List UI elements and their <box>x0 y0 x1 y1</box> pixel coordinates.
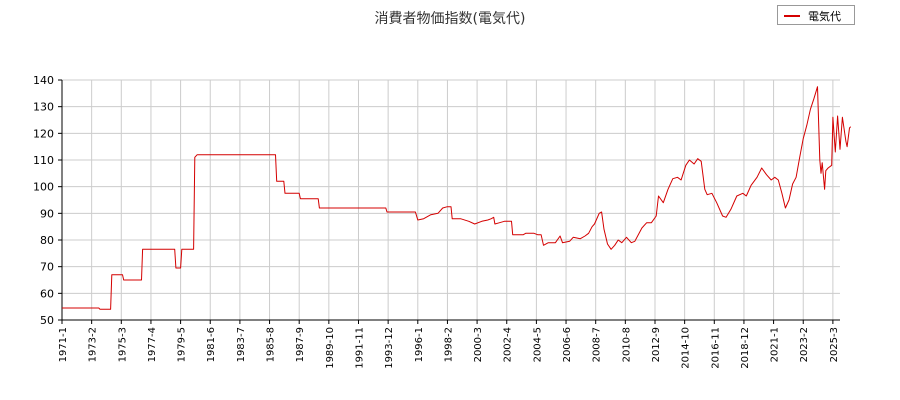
x-tick-label: 2023-2 <box>799 327 810 362</box>
y-tick-label: 70 <box>40 261 54 274</box>
x-tick-label: 2008-7 <box>592 327 603 362</box>
x-tick-label: 2006-6 <box>562 327 573 362</box>
legend-label: 電気代 <box>808 10 841 23</box>
x-tick-label: 2002-4 <box>503 327 514 362</box>
y-tick-label: 120 <box>33 127 54 140</box>
x-tick-label: 1998-2 <box>443 327 454 362</box>
y-tick-label: 90 <box>40 207 54 220</box>
series-line-0 <box>62 86 852 310</box>
x-tick-label: 2016-11 <box>710 327 721 369</box>
x-tick-label: 1987-9 <box>295 327 306 362</box>
x-tick-label: 1983-7 <box>236 327 247 362</box>
x-tick-label: 2004-5 <box>532 327 543 362</box>
x-tick-label: 1973-2 <box>88 327 99 362</box>
x-tick-label: 2014-10 <box>681 327 692 369</box>
y-tick-label: 110 <box>33 154 54 167</box>
y-tick-label: 130 <box>33 101 54 114</box>
x-tick-label: 1981-6 <box>206 327 217 362</box>
x-tick-label: 1996-1 <box>414 327 425 362</box>
x-tick-label: 1993-12 <box>384 327 395 369</box>
x-tick-label: 1975-3 <box>117 327 128 362</box>
x-tick-label: 1971-1 <box>58 327 69 362</box>
legend: 電気代 <box>777 5 855 25</box>
y-tick-label: 60 <box>40 287 54 300</box>
plot-area <box>62 80 840 320</box>
x-tick-label: 1977-4 <box>147 327 158 362</box>
x-tick-label: 2018-12 <box>740 327 751 369</box>
y-tick-label: 80 <box>40 234 54 247</box>
x-tick-label: 2000-3 <box>473 327 484 362</box>
x-tick-label: 2025-3 <box>829 327 840 362</box>
y-tick-label: 140 <box>33 74 54 87</box>
chart-title: 消費者物価指数(電気代) <box>374 11 526 27</box>
x-tick-label: 1979-5 <box>177 327 188 362</box>
x-tick-label: 1985-8 <box>266 327 277 362</box>
x-tick-label: 2012-9 <box>651 327 662 362</box>
x-tick-label: 2021-1 <box>770 327 781 362</box>
y-tick-label: 50 <box>40 314 54 327</box>
legend-swatch <box>784 15 800 17</box>
x-tick-label: 2010-8 <box>621 327 632 362</box>
x-tick-label: 1989-10 <box>325 327 336 369</box>
y-tick-label: 100 <box>33 181 54 194</box>
x-tick-label: 1991-11 <box>354 327 365 369</box>
